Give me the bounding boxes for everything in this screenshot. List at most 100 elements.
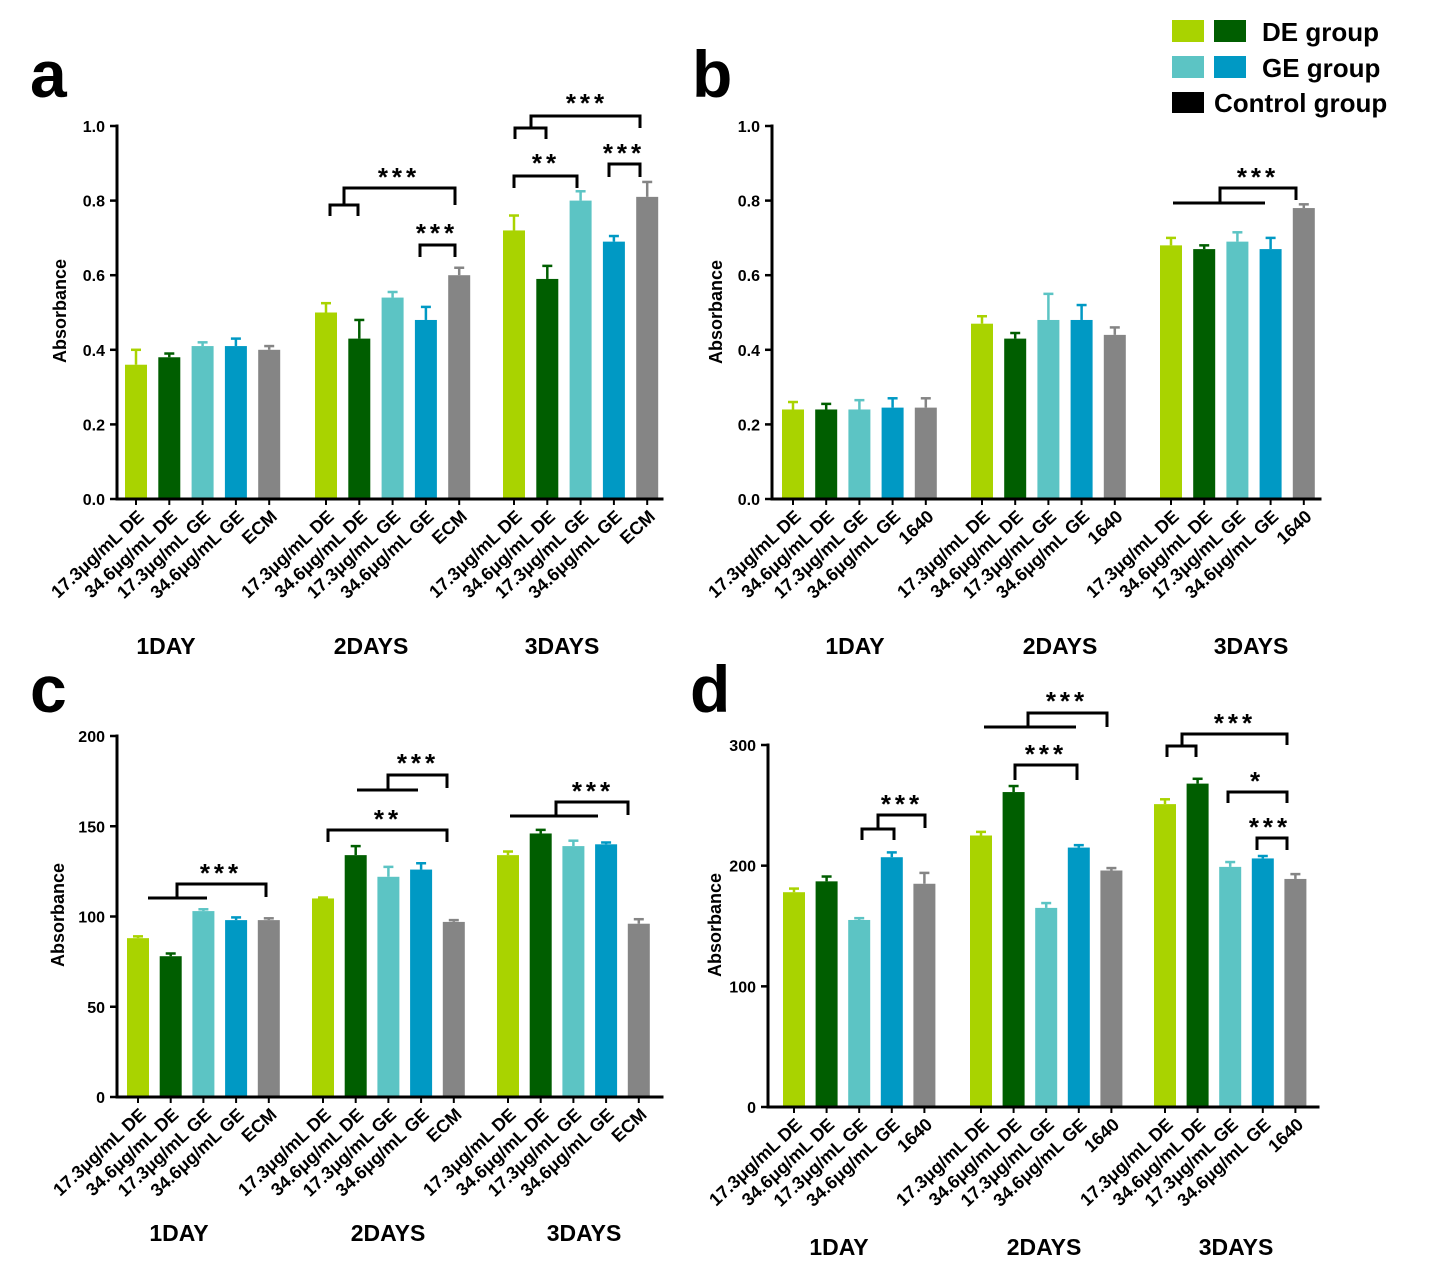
legend-label-de-group: DE group [1262, 17, 1379, 47]
bar [224, 346, 247, 499]
bar [529, 833, 552, 1097]
x-group-label: 2DAYS [351, 1220, 426, 1246]
significance-bracket: *** [1013, 739, 1079, 780]
y-tick-label: 200 [78, 729, 105, 746]
legend-label-control-group: Control group [1214, 88, 1387, 118]
legend: DE group GE group Control group [1172, 17, 1387, 118]
bar [1193, 249, 1216, 499]
significance-line [328, 186, 457, 216]
significance-bracket: *** [860, 789, 927, 840]
significance-line [418, 243, 457, 257]
bar [125, 364, 147, 499]
significance-line [326, 828, 449, 842]
y-tick-label: 1.0 [738, 119, 760, 136]
bar [348, 338, 371, 499]
significance-line [1255, 836, 1289, 850]
bar [497, 855, 519, 1097]
significance-bracket: *** [328, 162, 457, 216]
bar [257, 920, 280, 1097]
bar [127, 938, 149, 1097]
bar [414, 319, 437, 499]
significance-label: *** [1025, 739, 1067, 769]
bar [158, 357, 181, 499]
bar [410, 869, 433, 1097]
bar [315, 312, 337, 499]
bar [1070, 319, 1093, 499]
significance-line [512, 174, 579, 188]
bar [815, 409, 838, 499]
bar [377, 876, 400, 1097]
significance-label: * [1250, 766, 1264, 796]
bar [815, 881, 838, 1107]
bar [881, 407, 904, 499]
significance-line [1226, 790, 1289, 803]
bar [1100, 870, 1123, 1107]
bar [1037, 319, 1060, 499]
bar [970, 835, 992, 1107]
legend-item-control-group: Control group [1172, 88, 1387, 118]
significance-bracket: *** [984, 686, 1109, 729]
bar [595, 844, 618, 1097]
significance-line [1173, 186, 1298, 205]
y-axis-title: Absorbance [50, 259, 70, 363]
bar [636, 196, 659, 499]
significance-label: *** [1046, 686, 1088, 716]
y-axis-title: Absorbance [706, 260, 726, 364]
significance-label: *** [1237, 162, 1279, 192]
significance-bracket: *** [603, 138, 645, 177]
y-tick-label: 200 [729, 859, 756, 876]
significance-label: *** [416, 218, 458, 248]
bar [448, 275, 471, 499]
legend-swatch-control [1172, 92, 1204, 113]
bar [1292, 208, 1315, 499]
significance-label: *** [603, 138, 645, 168]
significance-bracket: ** [512, 148, 579, 188]
significance-line [513, 114, 642, 139]
y-tick-label: 0.6 [738, 268, 760, 285]
x-group-label: 2DAYS [1023, 633, 1098, 659]
significance-line [984, 711, 1109, 729]
bar [569, 200, 592, 499]
bar [192, 911, 215, 1097]
y-tick-label: 150 [78, 819, 105, 836]
bar [602, 241, 625, 499]
x-group-label: 1DAY [825, 633, 884, 659]
significance-label: *** [397, 748, 439, 778]
x-group-label: 2DAYS [1007, 1234, 1082, 1260]
legend-item-de-group: DE group [1172, 17, 1379, 47]
bar [848, 409, 871, 499]
x-group-label: 3DAYS [525, 633, 600, 659]
y-tick-label: 0.6 [83, 268, 105, 285]
x-group-label: 2DAYS [334, 633, 409, 659]
significance-label: *** [566, 88, 608, 118]
significance-label: *** [881, 789, 923, 819]
bar [258, 349, 281, 499]
legend-swatch-ge-high-dose [1214, 56, 1246, 78]
y-tick-label: 50 [87, 1000, 105, 1017]
significance-bracket: *** [148, 858, 268, 900]
significance-line [510, 800, 630, 818]
y-axis-title: Absorbance [705, 873, 725, 977]
legend-swatch-de-low-dose [1172, 20, 1204, 42]
y-tick-label: 0.0 [738, 492, 760, 509]
significance-line [1165, 732, 1289, 757]
significance-label: ** [374, 804, 402, 834]
significance-label: *** [1214, 708, 1256, 738]
y-tick-label: 0.4 [738, 343, 760, 360]
y-tick-label: 0 [96, 1090, 105, 1107]
y-tick-label: 0.8 [83, 194, 105, 211]
significance-label: *** [1249, 812, 1291, 842]
bar [782, 409, 804, 499]
y-tick-label: 0.4 [83, 343, 105, 360]
significance-bracket: *** [510, 776, 630, 818]
bar [1251, 858, 1274, 1107]
significance-line [357, 773, 449, 792]
significance-line [1013, 763, 1079, 780]
significance-line [607, 162, 642, 177]
bar [1160, 245, 1182, 499]
